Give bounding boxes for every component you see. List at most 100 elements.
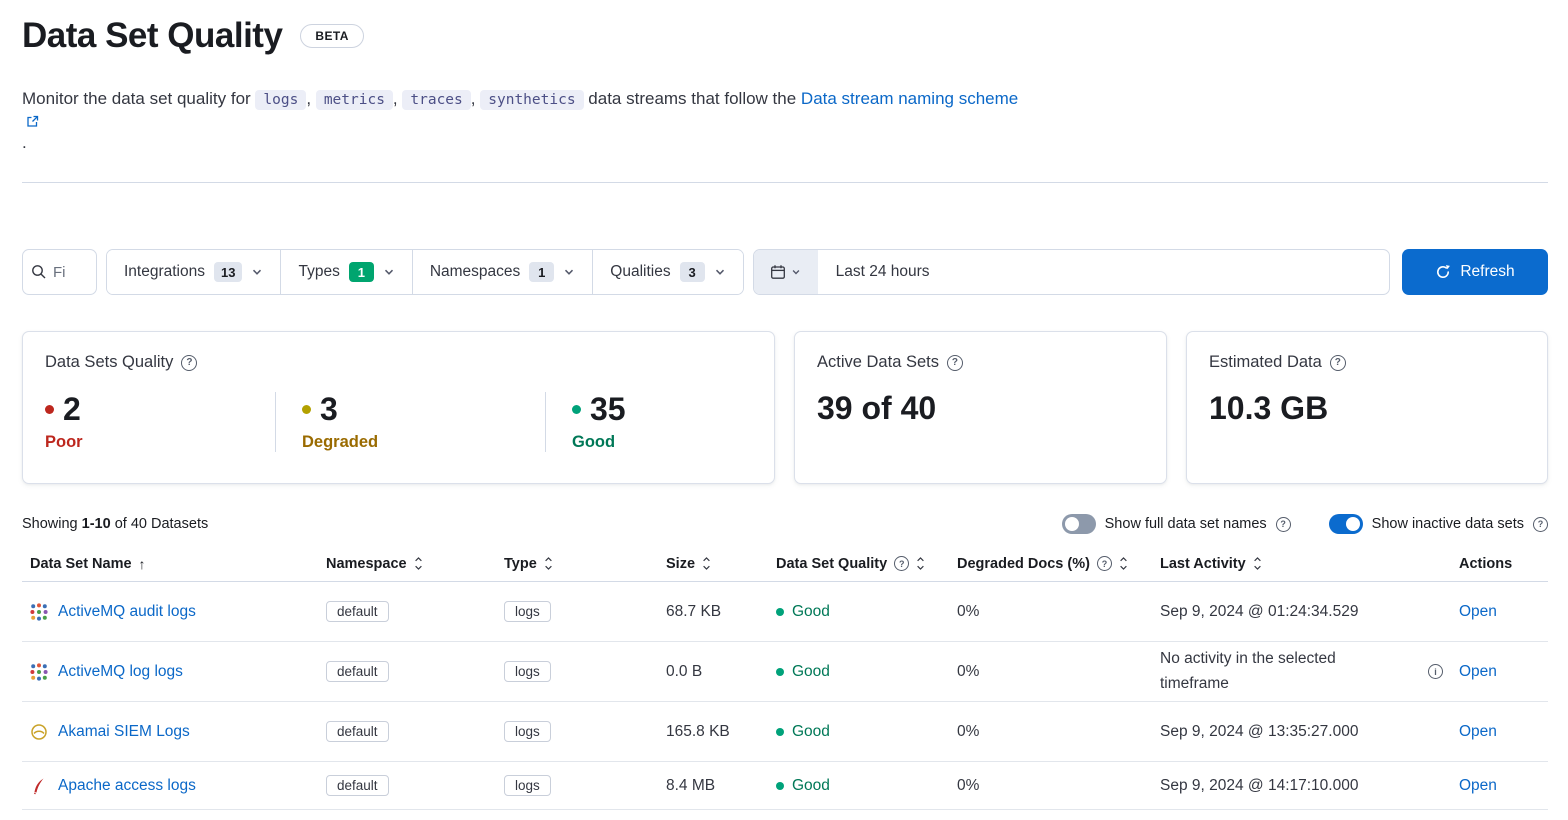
degraded-docs-value: 0% <box>957 602 980 620</box>
chevron-down-icon <box>384 269 393 275</box>
degraded-docs-value: 0% <box>957 722 980 740</box>
column-header-actions: Actions <box>1459 555 1513 572</box>
calendar-icon <box>771 265 786 279</box>
column-header-degraded[interactable]: Degraded Docs (%) ? <box>949 556 1152 572</box>
column-header-type[interactable]: Type <box>496 556 658 572</box>
help-icon[interactable]: ? <box>1275 516 1291 532</box>
dataset-name-link[interactable]: ActiveMQ audit logs <box>58 602 196 620</box>
column-header-name[interactable]: Data Set Name ↑ <box>30 555 146 572</box>
help-icon[interactable]: ? <box>181 354 198 371</box>
filter-group: Integrations 13 Types 1 Namespaces 1 Qua… <box>106 249 744 295</box>
filter-label: Integrations <box>124 263 205 280</box>
degraded-dot <box>302 405 311 415</box>
date-picker: Last 24 hours <box>752 249 1390 295</box>
code-badge-metrics: metrics <box>315 90 393 110</box>
beta-badge: BETA <box>300 24 364 48</box>
help-icon[interactable]: ? <box>1533 516 1548 532</box>
qualities-filter-button[interactable]: Qualities 3 <box>592 250 743 294</box>
sort-icon <box>544 557 552 570</box>
search-icon <box>32 265 46 279</box>
filter-bar: Integrations 13 Types 1 Namespaces 1 Qua… <box>22 249 1548 295</box>
namespace-badge: default <box>326 775 389 796</box>
external-link-icon <box>27 115 39 127</box>
toggle-switch[interactable] <box>1328 514 1363 534</box>
last-activity-value: Sep 9, 2024 @ 14:17:10.000 <box>1160 776 1359 794</box>
active-data-sets-card: Active Data Sets ? 39 of 40 <box>794 331 1167 484</box>
sort-icon <box>1120 557 1127 570</box>
size-value: 8.4 MB <box>666 776 716 794</box>
sort-icon <box>917 557 924 570</box>
table-header: Data Set Name ↑ Namespace Type Size Data… <box>22 546 1548 582</box>
qualities-count-badge: 3 <box>679 262 705 282</box>
open-link[interactable]: Open <box>1459 662 1497 680</box>
naming-scheme-link[interactable]: Data stream naming scheme <box>22 89 1147 128</box>
show-full-names-toggle[interactable]: Show full data set names ? <box>1061 514 1291 534</box>
card-title: Data Sets Quality <box>45 353 174 371</box>
apache-icon <box>30 777 48 795</box>
showing-range: 1-10 <box>81 516 111 532</box>
sort-icon <box>1253 557 1261 570</box>
filter-label: Namespaces <box>429 263 521 280</box>
sort-icon <box>414 557 422 570</box>
table-row: Akamai SIEM Logs default logs 165.8 KB G… <box>22 702 1548 762</box>
degraded-label: Degraded <box>302 433 379 452</box>
search-box[interactable] <box>22 249 97 295</box>
open-link[interactable]: Open <box>1459 602 1497 620</box>
quality-indicator: Good <box>768 603 949 621</box>
help-icon[interactable]: ? <box>946 354 963 371</box>
poor-stat: 2 Poor <box>45 391 275 452</box>
refresh-label: Refresh <box>1460 263 1515 280</box>
help-icon[interactable]: ? <box>894 556 910 571</box>
table-row: ActiveMQ log logs default logs 0.0 B Goo… <box>22 642 1548 702</box>
search-input[interactable] <box>53 263 83 281</box>
activemq-icon <box>30 662 48 681</box>
akamai-icon <box>30 723 48 741</box>
help-icon[interactable]: ? <box>1329 354 1346 371</box>
table-row: ActiveMQ audit logs default logs 68.7 KB… <box>22 582 1548 642</box>
active-data-sets-value: 39 of 40 <box>817 390 937 426</box>
page-header: Data Set Quality BETA <box>22 16 1548 56</box>
last-activity-value: No activity in the selected timeframe i <box>1152 647 1451 695</box>
showing-count: Showing 1-10 of 40 Datasets <box>22 516 209 532</box>
column-header-size[interactable]: Size <box>658 556 768 572</box>
size-value: 165.8 KB <box>666 722 730 740</box>
open-link[interactable]: Open <box>1459 722 1497 740</box>
column-header-last-activity[interactable]: Last Activity <box>1152 556 1451 572</box>
time-range-value[interactable]: Last 24 hours <box>835 263 930 280</box>
sort-asc-icon: ↑ <box>138 555 146 572</box>
integrations-filter-button[interactable]: Integrations 13 <box>107 250 281 294</box>
estimated-data-value: 10.3 GB <box>1209 390 1329 426</box>
separator: , <box>306 89 312 108</box>
type-badge: logs <box>504 661 551 682</box>
last-activity-value: Sep 9, 2024 @ 13:35:27.000 <box>1160 722 1359 740</box>
dataset-name-link[interactable]: Apache access logs <box>58 776 196 794</box>
toggle-switch[interactable] <box>1061 514 1096 534</box>
date-picker-toggle[interactable] <box>753 250 818 294</box>
chevron-down-icon <box>565 269 574 275</box>
description-text: data streams that follow the <box>588 89 797 108</box>
types-filter-button[interactable]: Types 1 <box>280 250 412 294</box>
dataset-name-link[interactable]: Akamai SIEM Logs <box>58 722 190 740</box>
open-link[interactable]: Open <box>1459 776 1497 794</box>
refresh-button[interactable]: Refresh <box>1402 249 1548 295</box>
type-badge: logs <box>504 721 551 742</box>
info-icon[interactable]: i <box>1428 664 1443 679</box>
good-value: 35 <box>590 391 626 427</box>
filter-label: Qualities <box>610 263 671 280</box>
show-inactive-toggle[interactable]: Show inactive data sets ? <box>1328 514 1548 534</box>
column-header-namespace[interactable]: Namespace <box>318 556 496 572</box>
quality-indicator: Good <box>768 777 949 795</box>
dataset-name-link[interactable]: ActiveMQ log logs <box>58 662 183 680</box>
namespaces-filter-button[interactable]: Namespaces 1 <box>411 250 593 294</box>
last-activity-value: Sep 9, 2024 @ 01:24:34.529 <box>1160 602 1359 620</box>
poor-label: Poor <box>45 433 83 452</box>
type-badge: logs <box>504 601 551 622</box>
help-icon[interactable]: ? <box>1096 556 1112 571</box>
size-value: 68.7 KB <box>666 602 722 620</box>
chevron-down-icon <box>253 269 262 275</box>
column-header-quality[interactable]: Data Set Quality ? <box>768 556 949 572</box>
card-title: Estimated Data <box>1209 353 1322 371</box>
data-sets-quality-card: Data Sets Quality ? 2 Poor 3 Degraded 35… <box>22 331 775 484</box>
namespace-badge: default <box>326 661 389 682</box>
